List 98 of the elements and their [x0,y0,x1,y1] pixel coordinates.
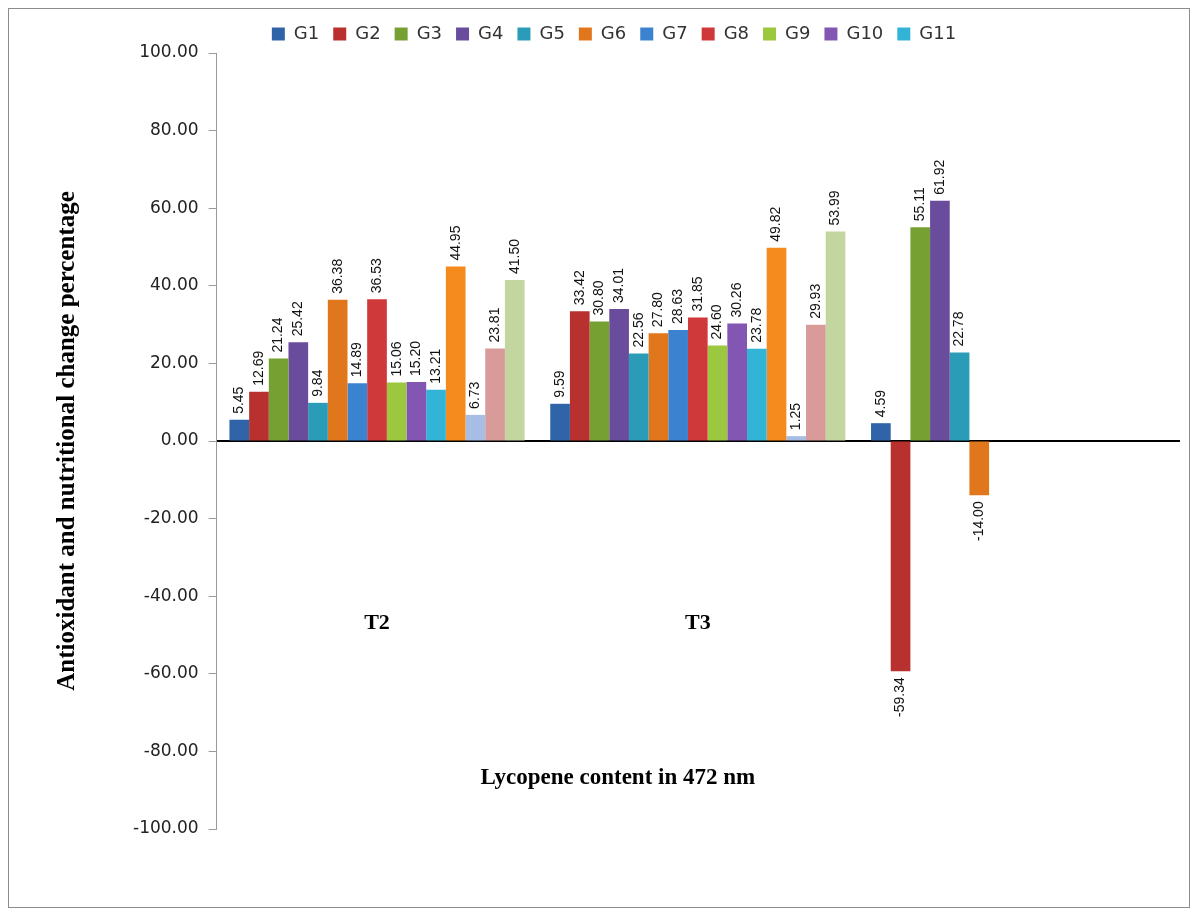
legend-label: G8 [723,21,750,43]
bar [890,441,911,672]
data-label: 13.21 [426,348,443,384]
bar [308,402,328,441]
bar [406,382,427,441]
bar [485,348,505,441]
legend-label: G1 [293,21,320,43]
data-label: 29.93 [806,283,823,319]
data-label: -14.00 [970,501,987,542]
y-axis-title: Antioxidant and nutritional change percentage [52,191,80,691]
y-tick-label: -80.00 [143,739,199,760]
bar [327,299,348,441]
data-label: 1.25 [787,402,804,431]
x-tick-label: T3 [684,609,711,635]
bar [747,348,767,441]
data-label: 30.80 [590,280,607,316]
y-tick-label: 60.00 [149,196,199,217]
bar [288,342,309,441]
bar [668,329,688,441]
bar [766,247,787,441]
bar [426,389,446,441]
data-label: 49.82 [767,206,784,242]
bar [727,323,747,441]
bar [628,353,649,441]
bar [648,333,669,441]
data-label: 9.59 [550,370,567,398]
data-label: 34.01 [609,267,626,304]
data-label: 33.42 [570,270,587,306]
legend-label: G3 [416,21,443,43]
legend-label: G10 [846,21,884,43]
data-label: 6.73 [466,381,483,409]
y-tick-label: -60.00 [143,662,199,683]
data-label: 36.38 [328,258,345,294]
data-label: 23.81 [485,307,502,343]
y-tick-label: 100.00 [139,41,199,62]
legend-label: G2 [355,21,381,43]
data-label: 12.69 [249,350,266,386]
y-tick-label: -20.00 [143,507,199,528]
legend-label: G4 [478,21,504,43]
bar [445,266,466,441]
data-label: 9.84 [308,369,325,397]
x-tick-label: T2 [364,609,390,635]
bar [949,352,970,441]
bar [347,383,368,441]
y-tick-label: -40.00 [143,584,199,605]
legend-label: G7 [662,21,688,43]
bar [609,309,629,441]
data-label: 53.99 [826,190,843,226]
data-label: 30.26 [728,282,745,318]
y-tick-label: 0.00 [160,429,199,450]
data-label: 25.42 [289,301,306,337]
data-label: 22.78 [950,311,967,347]
y-tick-label: 80.00 [149,119,199,140]
data-label: 14.89 [348,341,365,378]
y-tick-label: 20.00 [149,351,199,372]
data-label: 4.59 [871,389,888,418]
bar [871,423,891,441]
bar [825,231,846,441]
bar [268,358,289,441]
bar [969,441,990,496]
data-label: 15.20 [407,340,424,377]
bar [504,279,525,441]
bar [550,403,570,441]
data-label: 22.56 [629,312,646,348]
data-label: 24.60 [708,304,725,340]
bar [707,345,728,441]
y-tick-label: 40.00 [149,274,199,295]
data-label: 55.11 [911,186,928,222]
data-label: 21.24 [269,317,286,353]
data-label: 5.45 [230,386,247,414]
data-label: 41.50 [505,238,522,274]
data-label: 15.06 [387,341,404,377]
bar [687,317,708,441]
bar [930,200,950,441]
bar [386,382,407,441]
legend-label: G6 [600,21,627,43]
data-label: -59.34 [891,677,908,717]
bar [229,419,250,441]
bar [806,324,826,441]
bar [249,391,269,441]
data-label: 28.63 [668,288,685,324]
data-label: 61.92 [930,159,947,195]
legend-label: G11 [919,21,957,43]
data-label: 36.53 [367,258,384,294]
x-axis-title: Lycopene content in 472 nm [480,764,756,790]
data-label: 23.78 [747,307,764,343]
data-label: 27.80 [649,291,666,328]
bar [367,299,387,441]
legend-label: G5 [539,21,565,43]
bar [786,436,807,441]
bar [910,227,931,441]
bar [465,414,486,441]
bar [569,311,590,441]
legend-label: G9 [785,21,811,43]
y-tick-label: -100.00 [132,817,199,838]
bar [589,321,610,441]
data-label: 31.85 [688,276,705,312]
data-label: 44.95 [446,225,463,261]
